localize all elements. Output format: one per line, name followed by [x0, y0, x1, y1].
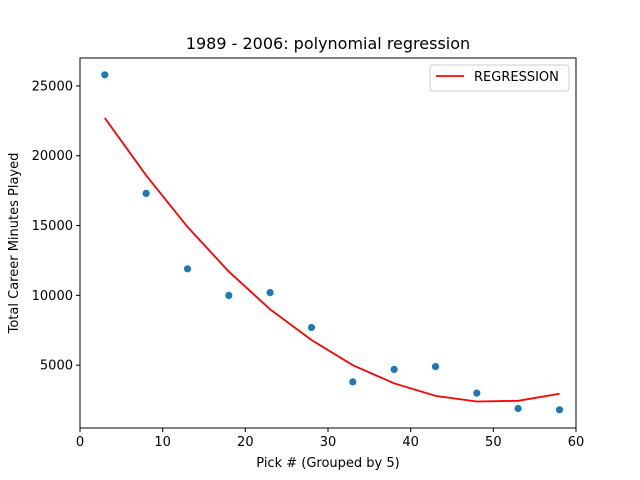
y-tick-label: 20000: [32, 149, 73, 164]
y-axis-label: Total Career Minutes Played: [7, 153, 22, 335]
scatter-point: [142, 189, 150, 197]
scatter-point: [349, 378, 357, 386]
y-tick-label: 10000: [32, 289, 73, 304]
legend: REGRESSION: [429, 64, 570, 92]
scatter-point: [390, 365, 398, 373]
x-axis-ticks: 0 10 20 30 40 50 60: [76, 428, 584, 450]
x-tick-label: 50: [485, 435, 502, 450]
scatter-point: [555, 406, 564, 414]
y-tick-label: 15000: [32, 219, 73, 234]
y-tick-label: 25000: [32, 79, 73, 94]
scatter-point: [514, 404, 522, 413]
y-axis-ticks: 5000 10000 15000 20000 25000: [32, 79, 80, 374]
plot-marks: [101, 71, 564, 414]
y-tick-label: 5000: [40, 359, 73, 374]
regression-line: [104, 117, 560, 403]
legend-label-regression: REGRESSION: [474, 70, 559, 85]
scatter-point: [101, 71, 109, 79]
scatter-point: [266, 289, 274, 297]
x-tick-label: 30: [320, 435, 337, 450]
x-tick-label: 0: [76, 435, 84, 450]
x-tick-label: 40: [402, 435, 419, 450]
scatter-point: [473, 389, 481, 397]
scatter-point: [183, 265, 192, 273]
x-tick-label: 10: [154, 435, 171, 450]
x-axis-label: Pick # (Grouped by 5): [256, 456, 399, 471]
x-tick-label: 20: [237, 435, 254, 450]
x-tick-label: 60: [568, 435, 585, 450]
legend-box: [429, 64, 570, 92]
chart-title: 1989 - 2006: polynomial regression: [186, 34, 470, 53]
scatter-point: [225, 291, 233, 299]
scatter-point: [307, 323, 316, 332]
scatter-point: [431, 363, 440, 371]
